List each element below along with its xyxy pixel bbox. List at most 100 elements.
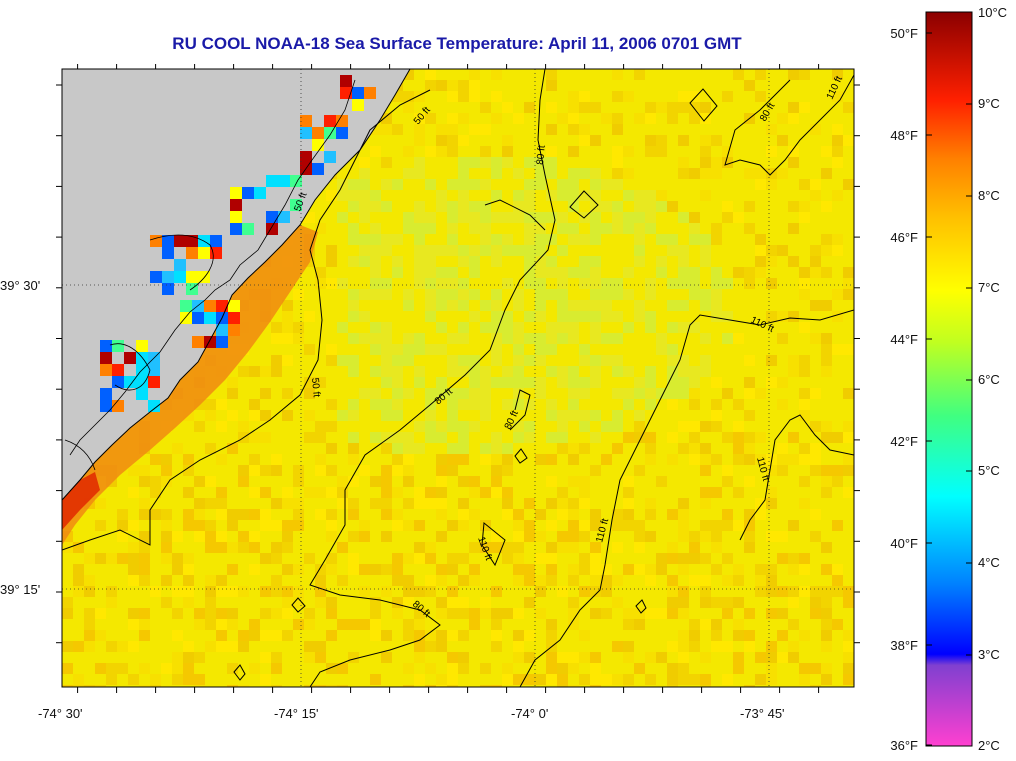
sst-pixel <box>348 531 359 542</box>
bay-pixel <box>278 211 290 223</box>
sst-pixel <box>491 311 502 322</box>
sst-pixel <box>480 443 491 454</box>
sst-pixel <box>843 663 854 674</box>
sst-pixel <box>95 630 106 641</box>
sst-pixel <box>491 476 502 487</box>
sst-pixel <box>524 399 535 410</box>
sst-pixel <box>447 300 458 311</box>
sst-pixel <box>513 300 524 311</box>
sst-pixel <box>293 289 304 300</box>
sst-pixel <box>502 454 513 465</box>
contour-80ft-spur <box>484 199 546 431</box>
colorbar-f-label: 40°F <box>890 536 918 551</box>
sst-pixel <box>700 113 711 124</box>
sst-pixel <box>777 454 788 465</box>
sst-pixel <box>227 619 238 630</box>
sst-pixel <box>656 476 667 487</box>
sst-pixel <box>524 355 535 366</box>
sst-pixel <box>579 168 590 179</box>
sst-pixel <box>524 157 535 168</box>
sst-pixel <box>821 674 832 685</box>
sst-pixel <box>634 432 645 443</box>
sst-pixel <box>667 344 678 355</box>
sst-pixel <box>568 366 579 377</box>
sst-pixel <box>315 487 326 498</box>
sst-pixel <box>799 443 810 454</box>
sst-pixel <box>414 256 425 267</box>
sst-pixel <box>425 245 436 256</box>
sst-pixel <box>513 333 524 344</box>
sst-pixel <box>612 443 623 454</box>
sst-pixel <box>810 685 821 687</box>
colorbar-c-label: 4°C <box>978 555 1000 570</box>
lon-label: -74° 30' <box>38 706 83 721</box>
sst-pixel <box>183 487 194 498</box>
sst-pixel <box>84 608 95 619</box>
sst-pixel <box>678 608 689 619</box>
sst-pixel <box>458 454 469 465</box>
sst-pixel <box>392 388 403 399</box>
sst-pixel <box>194 421 205 432</box>
sst-pixel <box>755 388 766 399</box>
colorbar-c-label: 2°C <box>978 738 1000 753</box>
sst-pixel <box>425 223 436 234</box>
bay-pixel <box>312 127 324 139</box>
sst-pixel <box>601 564 612 575</box>
sst-pixel <box>557 498 568 509</box>
sst-pixel <box>810 531 821 542</box>
sst-pixel <box>271 542 282 553</box>
sst-pixel <box>755 674 766 685</box>
sst-pixel <box>425 344 436 355</box>
sst-pixel <box>359 234 370 245</box>
sst-pixel <box>348 311 359 322</box>
sst-pixel <box>546 322 557 333</box>
sst-pixel <box>403 223 414 234</box>
sst-pixel <box>271 652 282 663</box>
sst-pixel <box>491 190 502 201</box>
sst-pixel <box>216 498 227 509</box>
sst-pixel <box>810 179 821 190</box>
sst-pixel <box>403 168 414 179</box>
sst-pixel <box>557 663 568 674</box>
sst-pixel <box>744 542 755 553</box>
sst-pixel <box>700 465 711 476</box>
sst-pixel <box>513 377 524 388</box>
sst-pixel <box>183 663 194 674</box>
sst-pixel <box>469 201 480 212</box>
sst-pixel <box>634 619 645 630</box>
sst-pixel <box>612 421 623 432</box>
sst-pixel <box>645 201 656 212</box>
sst-pixel <box>348 355 359 366</box>
sst-pixel <box>535 234 546 245</box>
sst-pixel <box>733 487 744 498</box>
sst-pixel <box>348 509 359 520</box>
sst-pixel <box>447 652 458 663</box>
sst-pixel <box>799 630 810 641</box>
sst-pixel <box>612 674 623 685</box>
sst-pixel <box>524 333 535 344</box>
bay-pixel <box>364 87 376 99</box>
sst-pixel <box>766 641 777 652</box>
sst-pixel <box>601 674 612 685</box>
sst-pixel <box>315 597 326 608</box>
sst-pixel <box>557 245 568 256</box>
sst-pixel <box>733 619 744 630</box>
sst-pixel <box>711 311 722 322</box>
sst-pixel <box>810 256 821 267</box>
sst-pixel <box>326 553 337 564</box>
sst-pixel <box>557 333 568 344</box>
sst-pixel <box>381 333 392 344</box>
sst-pixel <box>425 630 436 641</box>
sst-pixel <box>304 212 315 223</box>
sst-pixel <box>447 366 458 377</box>
sst-pixel <box>381 366 392 377</box>
sst-pixel <box>337 355 348 366</box>
sst-pixel <box>843 641 854 652</box>
sst-pixel <box>799 322 810 333</box>
sst-pixel <box>458 575 469 586</box>
sst-pixel <box>777 333 788 344</box>
sst-pixel <box>425 432 436 443</box>
sst-pixel <box>513 201 524 212</box>
sst-pixel <box>315 223 326 234</box>
sst-pixel <box>139 608 150 619</box>
